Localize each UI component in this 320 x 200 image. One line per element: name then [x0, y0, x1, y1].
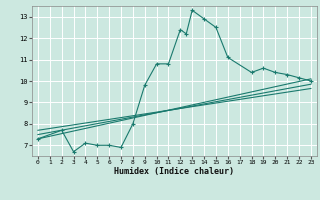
X-axis label: Humidex (Indice chaleur): Humidex (Indice chaleur)	[115, 167, 234, 176]
